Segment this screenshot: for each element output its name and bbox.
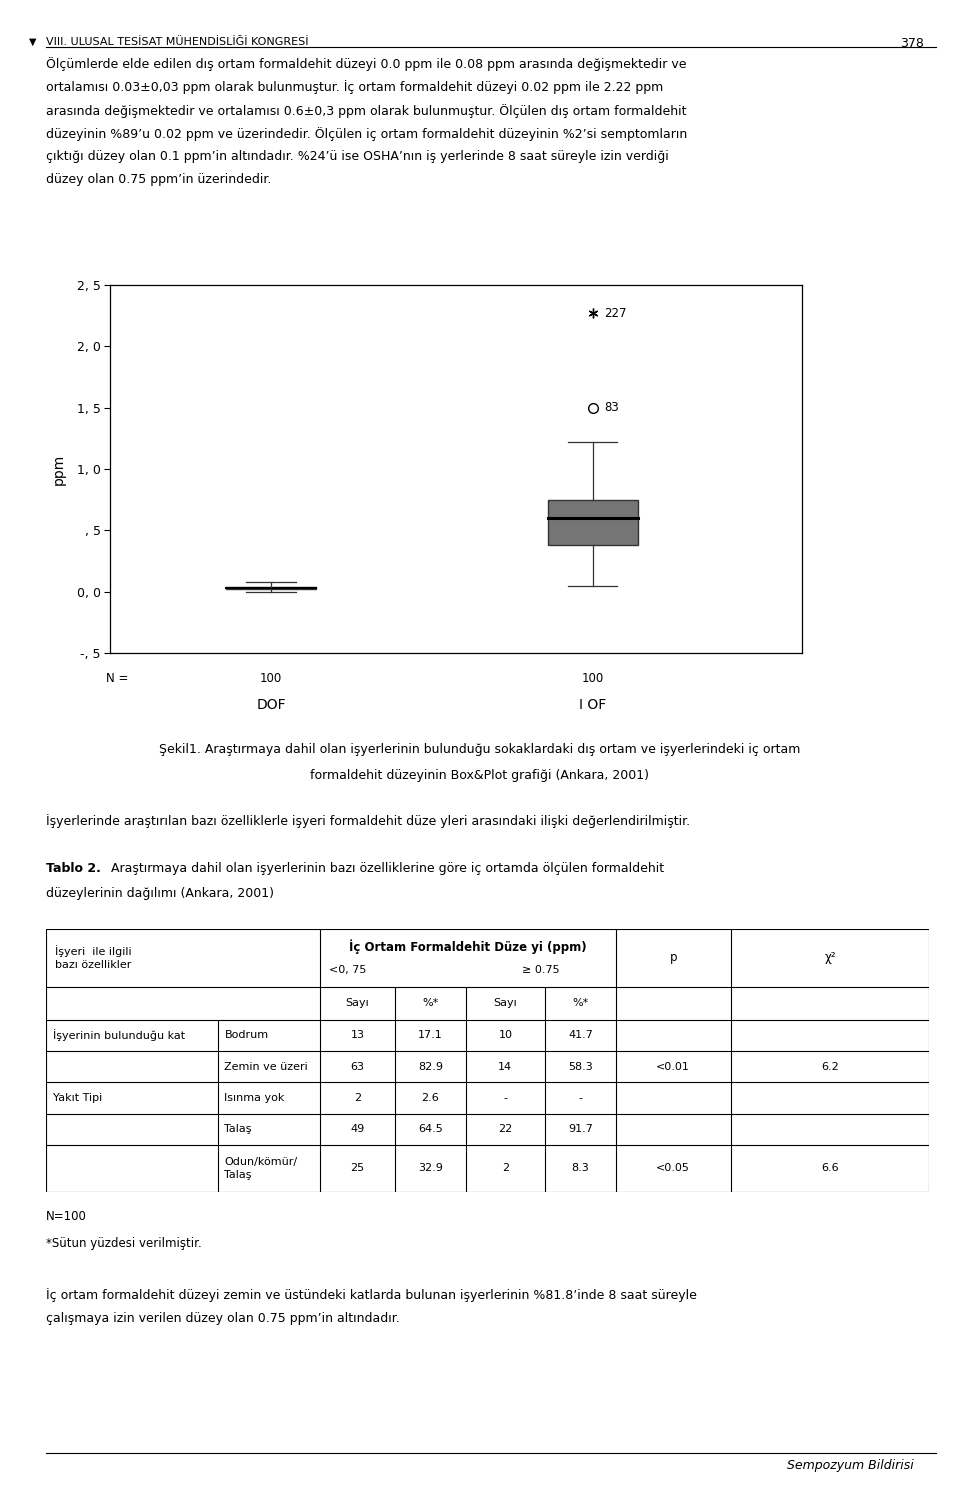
Text: 100: 100: [582, 672, 604, 686]
Text: formaldehit düzeyinin Box&Plot grafiği (Ankara, 2001): formaldehit düzeyinin Box&Plot grafiği (…: [310, 769, 650, 782]
Text: Isınma yok: Isınma yok: [225, 1093, 285, 1103]
Text: p: p: [669, 952, 677, 964]
Text: N =: N =: [106, 672, 128, 686]
Text: 8.3: 8.3: [571, 1163, 589, 1174]
Text: 49: 49: [350, 1124, 365, 1135]
Text: I OF: I OF: [579, 698, 607, 711]
Text: düzey olan 0.75 ppm’in üzerindedir.: düzey olan 0.75 ppm’in üzerindedir.: [46, 174, 272, 186]
Text: 32.9: 32.9: [418, 1163, 443, 1174]
Text: *Sütun yüzdesi verilmiştir.: *Sütun yüzdesi verilmiştir.: [46, 1237, 202, 1250]
Text: ortalamısı 0.03±0,03 ppm olarak bulunmuştur. İç ortam formaldehit düzeyi 0.02 pp: ortalamısı 0.03±0,03 ppm olarak bulunmuş…: [46, 80, 663, 95]
Text: 6.6: 6.6: [821, 1163, 839, 1174]
Text: Sayı: Sayı: [346, 998, 370, 1009]
Text: Odun/kömür/
Talaş: Odun/kömür/ Talaş: [225, 1157, 298, 1180]
Text: 227: 227: [604, 306, 626, 320]
Text: 6.2: 6.2: [821, 1061, 839, 1072]
Text: <0, 75: <0, 75: [328, 965, 366, 976]
Text: Zemin ve üzeri: Zemin ve üzeri: [225, 1061, 308, 1072]
Text: Bodrum: Bodrum: [225, 1030, 269, 1040]
Text: 82.9: 82.9: [418, 1061, 443, 1072]
Bar: [547, 500, 637, 545]
Text: İşyeri  ile ilgili
bazı özellikler: İşyeri ile ilgili bazı özellikler: [55, 946, 132, 970]
Text: χ²: χ²: [825, 952, 835, 964]
Text: İç ortam formaldehit düzeyi zemin ve üstündeki katlarda bulunan işyerlerinin %81: İç ortam formaldehit düzeyi zemin ve üst…: [46, 1288, 697, 1301]
Text: Sayı: Sayı: [493, 998, 517, 1009]
Text: 91.7: 91.7: [568, 1124, 593, 1135]
Text: 22: 22: [498, 1124, 513, 1135]
Text: 41.7: 41.7: [568, 1030, 593, 1040]
Text: 14: 14: [498, 1061, 513, 1072]
Text: 63: 63: [350, 1061, 365, 1072]
Text: %*: %*: [422, 998, 439, 1009]
Text: 378: 378: [900, 36, 924, 50]
Text: arasında değişmektedir ve ortalamısı 0.6±0,3 ppm olarak bulunmuştur. Ölçülen dış: arasında değişmektedir ve ortalamısı 0.6…: [46, 104, 686, 117]
Text: Şekil1. Araştırmaya dahil olan işyerlerinin bulunduğu sokaklardaki dış ortam ve : Şekil1. Araştırmaya dahil olan işyerleri…: [159, 743, 801, 757]
Text: ▼: ▼: [29, 36, 36, 47]
Text: 83: 83: [604, 401, 618, 414]
Text: 58.3: 58.3: [568, 1061, 592, 1072]
Text: N=100: N=100: [46, 1210, 87, 1223]
Text: 10: 10: [498, 1030, 513, 1040]
Text: Talaş: Talaş: [225, 1124, 252, 1135]
Text: düzeylerinin dağılımı (Ankara, 2001): düzeylerinin dağılımı (Ankara, 2001): [46, 887, 275, 901]
Bar: [227, 587, 316, 590]
Text: 64.5: 64.5: [418, 1124, 443, 1135]
Text: İşyerlerinde araştırılan bazı özelliklerle işyeri formaldehit düze yleri arasınd: İşyerlerinde araştırılan bazı özellikler…: [46, 814, 690, 827]
Text: 2: 2: [502, 1163, 509, 1174]
Text: Ölçümlerde elde edilen dış ortam formaldehit düzeyi 0.0 ppm ile 0.08 ppm arasınd: Ölçümlerde elde edilen dış ortam formald…: [46, 57, 686, 71]
Text: çalışmaya izin verilen düzey olan 0.75 ppm’in altındadır.: çalışmaya izin verilen düzey olan 0.75 p…: [46, 1312, 399, 1325]
Text: <0.05: <0.05: [657, 1163, 690, 1174]
Text: Tablo 2.: Tablo 2.: [46, 862, 101, 875]
Text: Sempozyum Bildirisi: Sempozyum Bildirisi: [787, 1459, 914, 1472]
Text: Yakıt Tipi: Yakıt Tipi: [53, 1093, 103, 1103]
Text: Araştırmaya dahil olan işyerlerinin bazı özelliklerine göre iç ortamda ölçülen f: Araştırmaya dahil olan işyerlerinin bazı…: [111, 862, 664, 875]
Text: 2.6: 2.6: [421, 1093, 439, 1103]
Text: ≥ 0.75: ≥ 0.75: [522, 965, 560, 976]
Text: 17.1: 17.1: [418, 1030, 443, 1040]
Text: çıktığı düzey olan 0.1 ppm’in altındadır. %24’ü ise OSHA’nın iş yerlerinde 8 saa: çıktığı düzey olan 0.1 ppm’in altındadır…: [46, 150, 669, 164]
Text: %*: %*: [572, 998, 588, 1009]
Text: 25: 25: [350, 1163, 365, 1174]
Text: 2: 2: [354, 1093, 361, 1103]
Text: -: -: [579, 1093, 583, 1103]
Text: 100: 100: [260, 672, 282, 686]
Text: -: -: [503, 1093, 507, 1103]
Text: DOF: DOF: [256, 698, 286, 711]
Text: VIII. ULUSAL TESİSAT MÜHENDİSLİĞİ KONGRESİ: VIII. ULUSAL TESİSAT MÜHENDİSLİĞİ KONGRE…: [46, 36, 308, 47]
Text: 13: 13: [350, 1030, 365, 1040]
Text: düzeyinin %89’u 0.02 ppm ve üzerindedir. Ölçülen iç ortam formaldehit düzeyinin : düzeyinin %89’u 0.02 ppm ve üzerindedir.…: [46, 126, 687, 141]
Text: <0.01: <0.01: [657, 1061, 690, 1072]
Text: İşyerinin bulunduğu kat: İşyerinin bulunduğu kat: [53, 1030, 185, 1042]
Text: İç Ortam Formaldehit Düze yi (ppm): İç Ortam Formaldehit Düze yi (ppm): [349, 940, 587, 953]
Y-axis label: ppm: ppm: [52, 453, 65, 485]
